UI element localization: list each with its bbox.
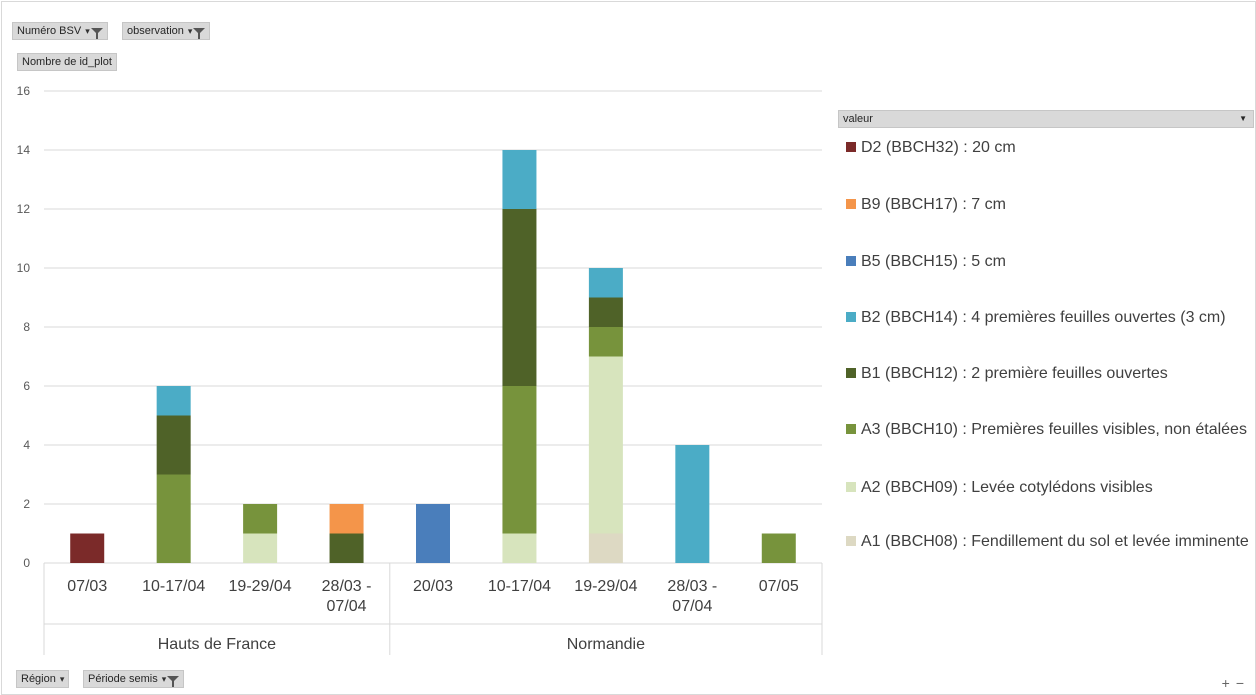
legend-swatch — [846, 368, 856, 378]
y-tick-label: 12 — [17, 202, 31, 216]
numero-bsv-filter-button[interactable]: Numéro BSV ▾ — [12, 22, 108, 40]
y-tick-label: 0 — [23, 556, 30, 570]
legend-label: B5 (BBCH15) : 5 cm — [861, 253, 1006, 270]
legend-swatch — [846, 199, 856, 209]
region-filter-button[interactable]: Région ▾ — [16, 670, 70, 688]
x-tick-label: 10-17/04 — [142, 578, 205, 595]
observation-filter-button[interactable]: observation ▾ — [122, 22, 211, 40]
filter-funnel-icon: ▾ — [188, 23, 206, 39]
bar-segment-a3 — [761, 533, 796, 563]
bar-segment-b2 — [502, 150, 537, 209]
bar-segment-b1 — [156, 415, 191, 475]
legend-item-a3: A3 (BBCH10) : Premières feuilles visible… — [846, 419, 1256, 441]
y-tick-label: 8 — [23, 320, 30, 334]
x-tick-label: 10-17/04 — [488, 578, 551, 595]
legend-label: A1 (BBCH08) : Fendillement du sol et lev… — [861, 533, 1249, 550]
legend-item-b2: B2 (BBCH14) : 4 premières feuilles ouver… — [846, 307, 1256, 329]
bar-segment-d2 — [70, 533, 105, 563]
bar-segment-b5 — [416, 504, 450, 563]
bar-segment-a2 — [243, 533, 278, 563]
x-tick-label: 07/04 — [672, 598, 712, 615]
x-tick-label: 28/03 - — [322, 578, 372, 595]
legend-item-a2: A2 (BBCH09) : Levée cotylédons visibles — [846, 477, 1256, 499]
x-tick-label: 07/05 — [759, 578, 799, 595]
bar-segment-b9 — [329, 504, 364, 534]
legend-label: A2 (BBCH09) : Levée cotylédons visibles — [861, 479, 1153, 496]
measure-label: Nombre de id_plot — [22, 56, 112, 68]
bar-segment-b1 — [329, 533, 364, 563]
filter-funnel-icon: ▾ — [162, 671, 180, 687]
bar-segment-a3 — [156, 474, 191, 563]
bar-segment-a1 — [588, 533, 623, 563]
legend-item-d2: D2 (BBCH32) : 20 cm — [846, 137, 1256, 159]
legend-label: B2 (BBCH14) : 4 premières feuilles ouver… — [861, 309, 1226, 326]
legend-filter-button[interactable]: valeur ▼ — [838, 110, 1254, 128]
periode-semis-label: Période semis — [88, 673, 158, 685]
bar-segment-a2 — [588, 356, 623, 534]
y-tick-label: 16 — [17, 84, 31, 98]
legend-swatch — [846, 142, 856, 152]
minus-icon[interactable]: − — [1235, 675, 1250, 691]
legend-item-b5: B5 (BBCH15) : 5 cm — [846, 251, 1256, 273]
legend-swatch — [846, 482, 856, 492]
x-tick-label: 19-29/04 — [574, 578, 637, 595]
bar-segment-b1 — [502, 209, 537, 386]
y-tick-label: 6 — [23, 379, 30, 393]
legend-label: B1 (BBCH12) : 2 première feuilles ouvert… — [861, 365, 1168, 382]
x-tick-label: 20/03 — [413, 578, 453, 595]
legend-item-a1: A1 (BBCH08) : Fendillement du sol et lev… — [846, 531, 1256, 553]
legend: valeur ▼ D2 (BBCH32) : 20 cm B9 (BBCH17) … — [838, 110, 1254, 550]
legend-label: B9 (BBCH17) : 7 cm — [861, 196, 1006, 213]
y-tick-label: 2 — [23, 497, 30, 511]
x-tick-label: 19-29/04 — [229, 578, 292, 595]
observation-label: observation — [127, 25, 184, 37]
y-tick-label: 10 — [17, 261, 31, 275]
y-tick-label: 14 — [17, 143, 31, 157]
stacked-bar-chart: 0 2 4 6 8 10 12 14 16 07/03 10-17/04 19-29/04 28/03 … — [17, 84, 823, 655]
bar-segment-a3 — [588, 327, 623, 357]
group-label: Hauts de France — [158, 636, 276, 653]
x-tick-label: 28/03 - — [667, 578, 717, 595]
bar-segment-a3 — [243, 504, 278, 534]
legend-swatch — [846, 536, 856, 546]
y-tick-label: 4 — [23, 438, 30, 452]
region-label: Région — [21, 673, 56, 685]
dropdown-arrow-icon: ▼ — [1239, 114, 1247, 123]
bar-segment-a2 — [502, 533, 537, 563]
bar-segment-a3 — [502, 386, 537, 534]
group-label: Normandie — [567, 636, 645, 653]
legend-title: valeur — [843, 113, 873, 125]
numero-bsv-label: Numéro BSV — [17, 25, 82, 37]
bar-segment-b2 — [675, 445, 710, 563]
bar-segment-b2 — [588, 268, 623, 298]
filter-funnel-icon: ▾ — [85, 23, 103, 39]
periode-semis-filter-button[interactable]: Période semis ▾ — [83, 670, 185, 688]
bar-segment-b1 — [588, 297, 623, 327]
measure-field-button[interactable]: Nombre de id_plot — [17, 53, 117, 71]
legend-swatch — [846, 312, 856, 322]
legend-swatch — [846, 256, 856, 266]
legend-swatch — [846, 424, 856, 434]
x-tick-label: 07/04 — [327, 598, 367, 615]
legend-item-b1: B1 (BBCH12) : 2 première feuilles ouvert… — [846, 363, 1256, 385]
zoom-controls[interactable]: +− — [1222, 675, 1250, 691]
plus-icon[interactable]: + — [1221, 675, 1236, 691]
legend-label: D2 (BBCH32) : 20 cm — [861, 139, 1016, 156]
x-tick-label: 07/03 — [67, 578, 107, 595]
legend-item-b9: B9 (BBCH17) : 7 cm — [846, 194, 1256, 216]
bar-segment-b2 — [156, 386, 191, 416]
legend-label: A3 (BBCH10) : Premières feuilles visible… — [861, 421, 1247, 438]
dropdown-arrow-icon: ▾ — [59, 674, 65, 684]
